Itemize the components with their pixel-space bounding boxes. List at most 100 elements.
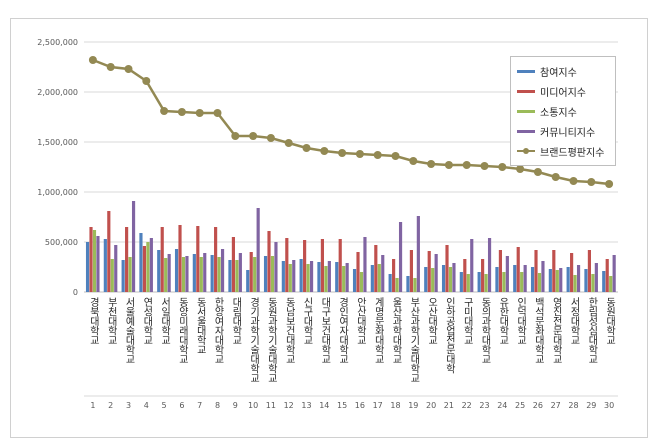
category-label: 동남보건대학교 [283,297,295,364]
bar-미디어지수 [160,227,164,292]
bar-참여지수 [584,269,588,292]
bar-미디어지수 [427,251,431,292]
bar-커뮤니티지수 [452,263,456,292]
bar-미디어지수 [374,245,378,292]
category-label: 울산과학대학교 [390,297,402,364]
rank-label: 10 [248,401,258,410]
bar-참여지수 [566,267,570,292]
bar-미디어지수 [356,252,360,292]
line-point [444,161,453,169]
rank-label: 24 [497,401,507,410]
line-point [498,163,507,171]
bar-참여지수 [602,271,606,292]
rank-label: 17 [373,401,383,410]
line-point [106,63,115,71]
bar-소통지수 [359,272,364,292]
bar-소통지수 [253,257,257,292]
line-point [427,160,436,168]
legend-item-커뮤니티지수: 커뮤니티지수 [517,121,609,141]
bar-소통지수 [555,270,559,292]
bar-미디어지수 [338,239,342,292]
line-point [284,139,293,147]
bar-소통지수 [199,257,203,292]
bar-커뮤니티지수 [416,216,420,292]
bar-미디어지수 [409,250,413,292]
grid-layer [84,41,618,397]
bar-참여지수 [246,270,250,292]
bar-소통지수 [377,264,381,292]
bar-커뮤니티지수 [541,261,545,292]
bar-미디어지수 [552,250,556,292]
category-label: 경기과학기술대학교 [248,296,260,383]
category-label: 동서울대학교 [194,297,206,354]
bar-커뮤니티지수 [256,208,260,292]
bar-커뮤니티지수 [398,222,403,292]
bar-커뮤니티지수 [487,238,492,292]
category-label: 서울예술대학교 [123,297,135,364]
bar-소통지수 [306,264,310,292]
legend-swatch [517,129,535,133]
legend-label: 미디어지수 [540,87,586,99]
bar-커뮤니티지수 [238,253,242,292]
bar-소통지수 [164,258,168,292]
bar-커뮤니티지수 [576,265,581,292]
y-tick-label: 500,000 [45,238,78,247]
bar-참여지수 [192,254,196,292]
category-label: 한양여자대학교 [212,297,224,364]
y-axis-ticks: 0 500,000 1,000,000 1,500,000 2,000,000 2,500… [37,38,78,297]
legend-item-미디어지수: 미디어지수 [517,81,609,101]
line-layer [88,56,614,188]
bar-참여지수 [210,255,214,292]
rank-label: 14 [319,401,329,410]
category-label: 동원과학기술대학교 [265,297,277,383]
bar-참여지수 [335,262,339,292]
bar-커뮤니티지수 [149,238,153,292]
legend-swatch [517,69,535,73]
bar-참여지수 [477,272,481,292]
line-point [587,178,596,186]
category-label: 부산과학기술대학교 [408,297,420,383]
bar-소통지수 [110,259,114,292]
bar-참여지수 [299,259,303,292]
bar-커뮤니티지수 [114,245,118,292]
bar-소통지수 [413,278,417,292]
category-label: 연성대학교 [141,297,153,345]
bar-커뮤니티지수 [274,242,278,292]
line-point [391,152,400,160]
rank-label: 4 [144,401,149,410]
bar-소통지수 [146,242,150,292]
bar-커뮤니티지수 [363,237,367,292]
rank-label: 1 [90,401,95,410]
bar-커뮤니티지수 [559,268,563,292]
bar-소통지수 [270,256,275,292]
category-label: 부천대학교 [105,297,117,345]
legend-label: 참여지수 [540,67,577,79]
bar-참여지수 [388,274,392,292]
bar-참여지수 [121,260,125,292]
category-label: 경인여자대학교 [337,296,349,364]
category-label: 동양미래대학교 [176,297,188,364]
bar-미디어지수 [267,231,271,292]
bar-미디어지수 [231,237,235,292]
y-tick-label: 2,000,000 [37,88,78,97]
bar-미디어지수 [285,238,289,292]
line-point [605,180,614,188]
line-point [569,177,578,185]
legend: 참여지수 미디어지수 소통지수 커뮤니티지수 브랜드평판지수 [510,56,616,166]
line-point [355,150,364,158]
bar-참여지수 [441,265,446,292]
bar-미디어지수 [498,250,502,292]
bar-소통지수 [591,274,595,292]
bar-커뮤니티지수 [345,263,349,292]
category-label: 동의과학대학교 [479,297,491,364]
bar-미디어지수 [392,259,396,292]
line-point [142,77,151,85]
rank-label: 11 [266,401,276,410]
rank-label: 12 [284,401,294,410]
bar-참여지수 [459,272,463,292]
category-label: 영진전문대학교 [550,297,562,364]
legend-item-브랜드평판지수: 브랜드평판지수 [517,141,609,161]
rank-label: 25 [515,401,525,410]
bar-커뮤니티지수 [470,239,474,292]
